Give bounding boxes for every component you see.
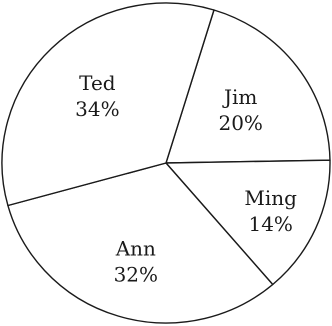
slice-name-ann: Ann [115,236,156,260]
slice-percent-jim: 20% [218,111,262,135]
pie-slice-ted [1,2,215,207]
slice-percent-ming: 14% [248,212,292,236]
slice-name-ming: Ming [244,186,297,210]
pie-slice-ann [7,162,274,324]
slice-percent-ted: 34% [75,97,119,121]
slice-percent-ann: 32% [114,262,158,286]
pie-slice-ming [165,159,331,286]
pie-slice-jim [165,9,331,164]
slice-name-ted: Ted [79,71,116,95]
slice-name-jim: Jim [222,85,257,109]
